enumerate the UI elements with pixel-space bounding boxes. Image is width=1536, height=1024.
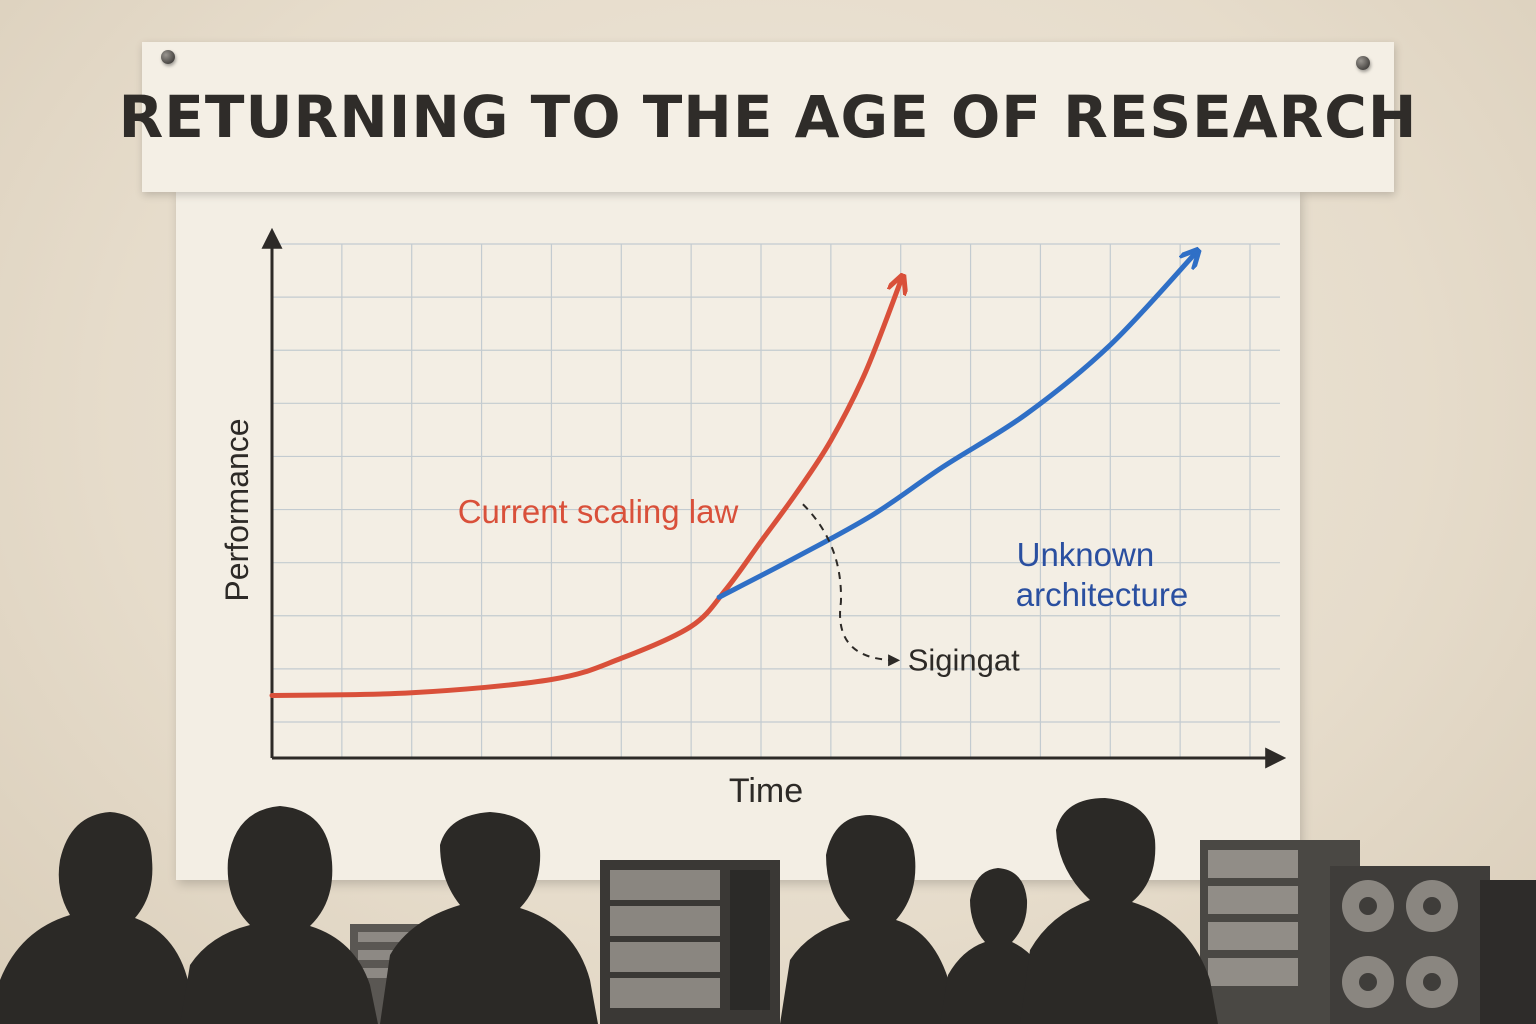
x-axis-label: Time (729, 772, 803, 810)
person-silhouette-icon (780, 815, 958, 1024)
person-silhouette-icon (1020, 798, 1218, 1024)
series-line-unknown-architecture (716, 255, 1194, 600)
person-silhouette-icon (380, 812, 598, 1024)
server-rack-center-icon (600, 860, 780, 1024)
person-silhouette-icon (0, 812, 195, 1024)
chart-poster (176, 190, 1300, 880)
annotation-arrow (802, 503, 901, 667)
chart-series (269, 255, 1194, 698)
pin-right-icon (1356, 56, 1370, 70)
title-banner: RETURNING TO THE AGE OF RESEARCH (119, 42, 1416, 192)
server-rack-right-icon (1200, 840, 1536, 1024)
y-axis-label: Performance (219, 418, 255, 601)
person-silhouette-icon (180, 806, 378, 1024)
pin-left-icon (161, 50, 175, 64)
series-label-unknown-architecture: Unknown architecture (1016, 536, 1188, 613)
series-label-current-scaling-law: Current scaling law (458, 493, 739, 530)
chart-axes (261, 227, 1287, 769)
chart-annotations: Sigingat (802, 503, 1020, 677)
annotation-label: Sigingat (908, 642, 1020, 677)
chart-grid (271, 243, 1280, 758)
series-line-current-scaling-law (269, 281, 901, 698)
page-title: RETURNING TO THE AGE OF RESEARCH (118, 83, 1418, 151)
